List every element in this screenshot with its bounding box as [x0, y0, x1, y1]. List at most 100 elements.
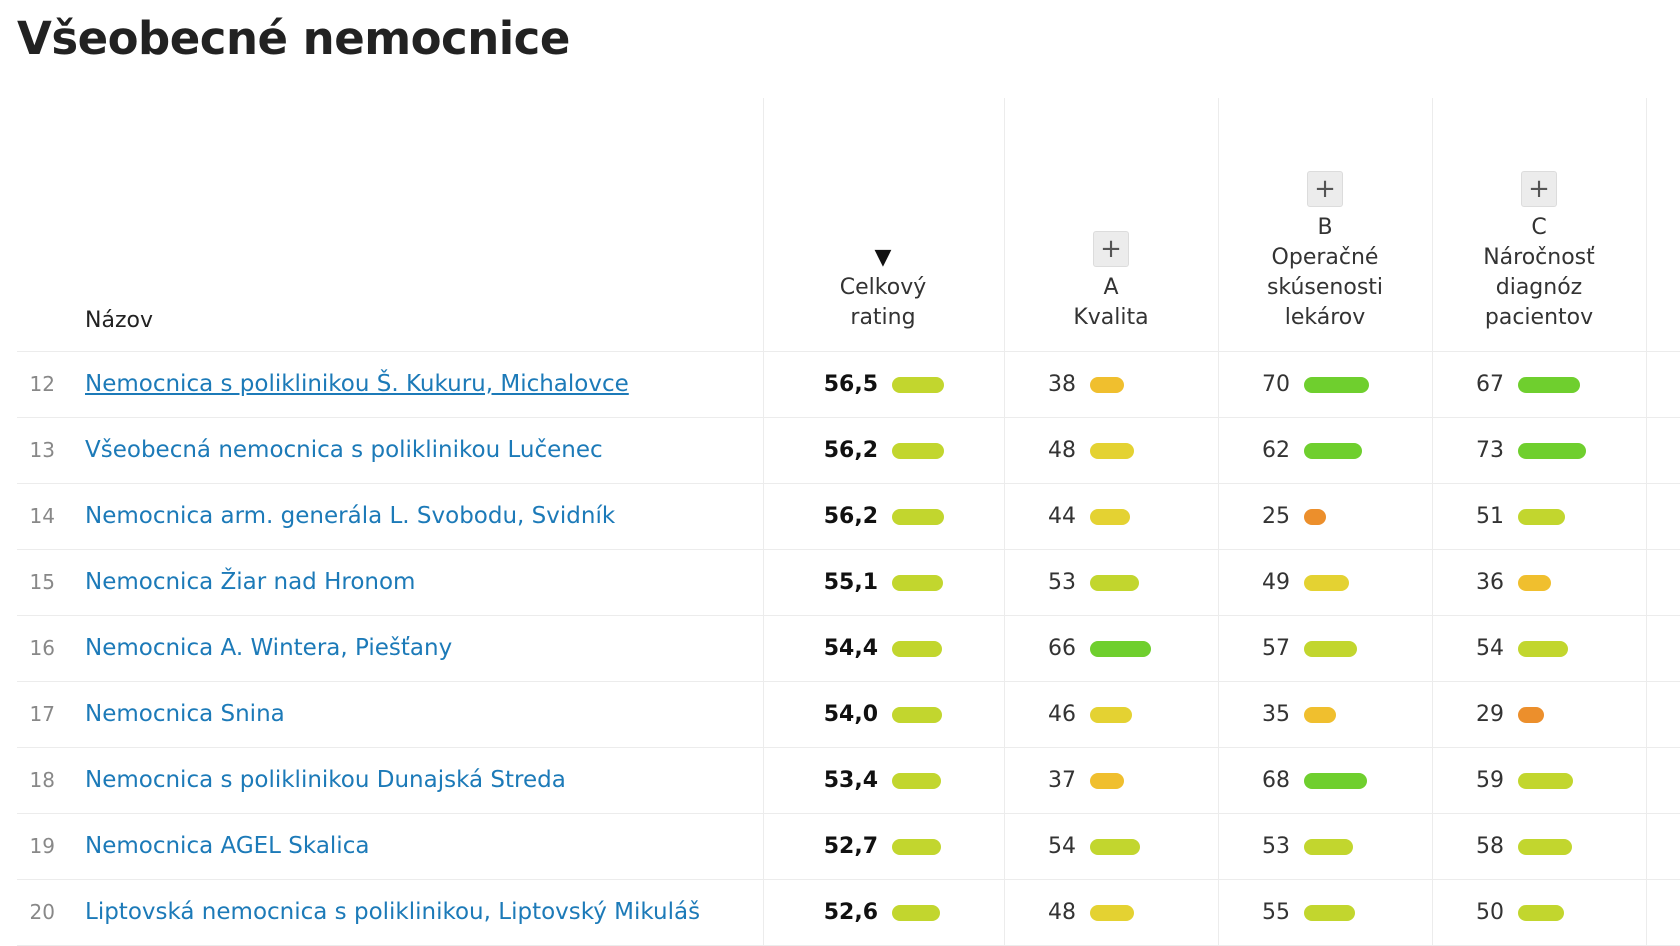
cell-b: 55	[1234, 880, 1355, 945]
cell-c: 29	[1448, 682, 1544, 747]
column-header-b-line2: skúsenosti	[1266, 275, 1384, 300]
column-header-a-letter: A	[1103, 275, 1119, 300]
score-value-a: 44	[1048, 504, 1076, 529]
column-header-b[interactable]: + B Operačné skúsenosti lekárov	[1218, 171, 1432, 333]
score-value-b: 57	[1262, 636, 1290, 661]
cell-c: 51	[1448, 484, 1565, 549]
score-value-b: 55	[1262, 900, 1290, 925]
row-rank: 15	[29, 570, 55, 594]
score-value-a: 38	[1048, 372, 1076, 397]
row-rank: 16	[29, 636, 55, 660]
score-bar-b	[1304, 376, 1369, 393]
score-bar-c	[1518, 772, 1573, 789]
cell-a: 66	[1020, 616, 1151, 681]
cell-b: 57	[1234, 616, 1357, 681]
hospital-name-link[interactable]: Nemocnica arm. generála L. Svobodu, Svid…	[85, 503, 616, 529]
score-value-c: 51	[1476, 504, 1504, 529]
column-header-c[interactable]: + C Náročnosť diagnóz pacientov	[1432, 171, 1646, 333]
score-bar-c	[1518, 508, 1565, 525]
score-value-c: 59	[1476, 768, 1504, 793]
score-bar-overall	[892, 772, 941, 789]
column-header-name[interactable]: Názov	[85, 308, 153, 333]
cell-c: 54	[1448, 616, 1568, 681]
cell-a: 38	[1020, 352, 1124, 417]
row-rank: 12	[29, 372, 55, 396]
score-value-b: 35	[1262, 702, 1290, 727]
score-bar-a	[1090, 772, 1124, 789]
score-value-overall: 56,2	[823, 438, 878, 463]
score-bar-a	[1090, 640, 1151, 657]
hospital-name-link[interactable]: Všeobecná nemocnica s poliklinikou Lučen…	[85, 437, 603, 463]
cell-overall: 52,6	[800, 880, 940, 945]
cell-overall: 55,1	[800, 550, 943, 615]
score-value-overall: 52,6	[823, 900, 878, 925]
score-value-c: 54	[1476, 636, 1504, 661]
column-header-b-line3: lekárov	[1284, 305, 1366, 330]
score-value-a: 48	[1048, 438, 1076, 463]
column-header-c-line2: diagnóz	[1495, 275, 1583, 300]
cell-c: 58	[1448, 814, 1572, 879]
cell-b: 70	[1234, 352, 1369, 417]
row-rank: 19	[29, 834, 55, 858]
table-row: 17 Nemocnica Snina 54,0 46 35 29	[17, 682, 1680, 748]
hospital-name-link[interactable]: Nemocnica A. Wintera, Piešťany	[85, 635, 453, 661]
table-row: 15 Nemocnica Žiar nad Hronom 55,1 53 49 36	[17, 550, 1680, 616]
hospital-name-link[interactable]: Nemocnica Žiar nad Hronom	[85, 569, 416, 595]
score-value-overall: 56,2	[823, 504, 878, 529]
table-row: 18 Nemocnica s poliklinikou Dunajská Stre…	[17, 748, 1680, 814]
column-divider	[1218, 98, 1219, 945]
cell-a: 54	[1020, 814, 1140, 879]
expand-c-button[interactable]: +	[1521, 171, 1557, 207]
cell-overall: 54,0	[800, 682, 942, 747]
score-bar-b	[1304, 574, 1349, 591]
cell-b: 53	[1234, 814, 1353, 879]
column-header-a[interactable]: + A Kvalita	[1004, 231, 1218, 333]
table-row: 19 Nemocnica AGEL Skalica 52,7 54 53 58	[17, 814, 1680, 880]
cell-overall: 56,2	[800, 418, 944, 483]
row-rank: 17	[29, 702, 55, 726]
score-bar-a	[1090, 838, 1140, 855]
cell-c: 67	[1448, 352, 1580, 417]
score-value-c: 58	[1476, 834, 1504, 859]
expand-a-button[interactable]: +	[1093, 231, 1129, 267]
score-bar-overall	[892, 706, 942, 723]
score-bar-b	[1304, 706, 1336, 723]
page-title: Všeobecné nemocnice	[17, 12, 570, 65]
cell-a: 53	[1020, 550, 1139, 615]
score-value-b: 49	[1262, 570, 1290, 595]
column-header-b-letter: B	[1317, 215, 1333, 240]
score-bar-a	[1090, 508, 1130, 525]
score-value-a: 37	[1048, 768, 1076, 793]
cell-b: 25	[1234, 484, 1326, 549]
hospital-name-link[interactable]: Nemocnica AGEL Skalica	[85, 833, 370, 859]
hospital-name-link[interactable]: Nemocnica Snina	[85, 701, 285, 727]
score-bar-overall	[892, 442, 944, 459]
sort-desc-icon[interactable]: ▼	[874, 245, 892, 270]
cell-b: 35	[1234, 682, 1336, 747]
hospital-name-link[interactable]: Liptovská nemocnica s poliklinikou, Lipt…	[85, 899, 701, 925]
hospital-name-link[interactable]: Nemocnica s poliklinikou Dunajská Streda	[85, 767, 566, 793]
cell-b: 62	[1234, 418, 1362, 483]
cell-a: 48	[1020, 418, 1134, 483]
column-header-c-letter: C	[1531, 215, 1547, 240]
hospital-name-link[interactable]: Nemocnica s poliklinikou Š. Kukuru, Mich…	[85, 371, 629, 397]
cell-overall: 53,4	[800, 748, 941, 813]
score-value-overall: 55,1	[823, 570, 878, 595]
score-bar-overall	[892, 640, 942, 657]
score-bar-b	[1304, 772, 1367, 789]
expand-b-button[interactable]: +	[1307, 171, 1343, 207]
column-header-overall[interactable]: ▼ Celkový rating	[763, 245, 1003, 333]
score-value-c: 67	[1476, 372, 1504, 397]
score-value-overall: 56,5	[823, 372, 878, 397]
cell-c: 73	[1448, 418, 1586, 483]
table-row: 14 Nemocnica arm. generála L. Svobodu, Sv…	[17, 484, 1680, 550]
score-value-a: 53	[1048, 570, 1076, 595]
score-bar-overall	[892, 376, 944, 393]
score-bar-overall	[892, 904, 940, 921]
score-bar-b	[1304, 508, 1326, 525]
score-bar-c	[1518, 640, 1568, 657]
score-bar-c	[1518, 376, 1580, 393]
column-header-overall-line1: Celkový	[839, 275, 927, 300]
cell-a: 48	[1020, 880, 1134, 945]
score-value-c: 36	[1476, 570, 1504, 595]
